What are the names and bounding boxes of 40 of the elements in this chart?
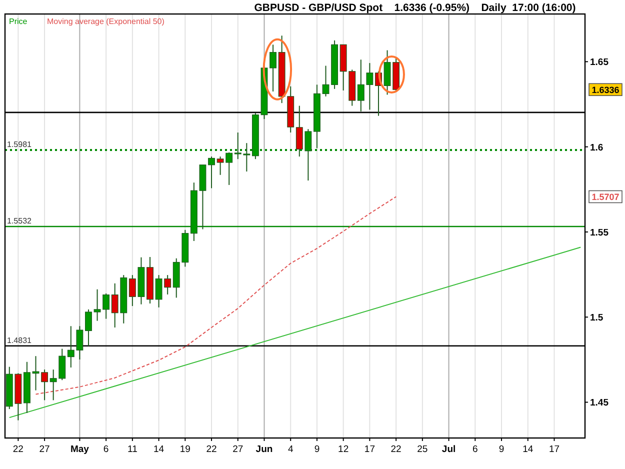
candlestick	[322, 65, 330, 97]
x-tick-label: 19	[180, 444, 190, 455]
x-tick-label: Jun	[256, 444, 273, 455]
x-tick-label: 17	[548, 444, 560, 455]
y-tick-label: 1.55	[590, 227, 610, 238]
x-tick-label: Jul	[442, 444, 456, 455]
line-series	[35, 196, 397, 395]
ref-line-label: 1.5532	[7, 216, 32, 226]
chart-title: GBPUSD - GBP/USD Spot 1.6336 (-0.95%) Daily 17:00 (16:00)	[254, 2, 576, 14]
y-tick-label: 1.6	[590, 142, 604, 154]
x-tick-label: 17	[364, 444, 375, 455]
text: 1.6336	[592, 85, 620, 96]
text: Moving average (Exponential 50)	[47, 17, 165, 26]
x-tick-label: 14	[154, 444, 164, 455]
candlestick	[208, 156, 215, 189]
x-tick-label: 22	[12, 444, 24, 455]
text: 1.5707	[592, 192, 620, 202]
x-tick-label: 6	[472, 444, 478, 455]
x-tick-label: 27	[232, 444, 244, 455]
x-tick-label: 27	[39, 444, 50, 455]
x-tick-label: May	[70, 444, 90, 455]
x-tick-label: 25	[417, 444, 428, 455]
x-tick-label: 6	[103, 444, 109, 455]
text: Price	[9, 17, 28, 26]
ref-line-label: 1.4831	[7, 336, 32, 345]
y-tick-label: 1.5	[590, 312, 604, 324]
candlestick	[270, 44, 276, 92]
y-tick-label: 1.65	[590, 57, 610, 68]
x-tick-label: 12	[338, 444, 349, 455]
x-tick-label: 9	[314, 444, 320, 455]
y-tick-label: 1.45	[590, 398, 610, 409]
x-tick-label: 11	[127, 444, 138, 455]
x-tick-label: 4	[288, 444, 294, 455]
x-tick-label: 14	[522, 444, 534, 455]
x-tick-label: 9	[498, 444, 504, 455]
candlestick	[41, 369, 48, 401]
x-tick-label: 22	[206, 444, 217, 455]
candlestick	[85, 308, 92, 347]
x-tick-label: 22	[390, 444, 402, 455]
ref-line-label: 1.5981	[7, 140, 32, 150]
